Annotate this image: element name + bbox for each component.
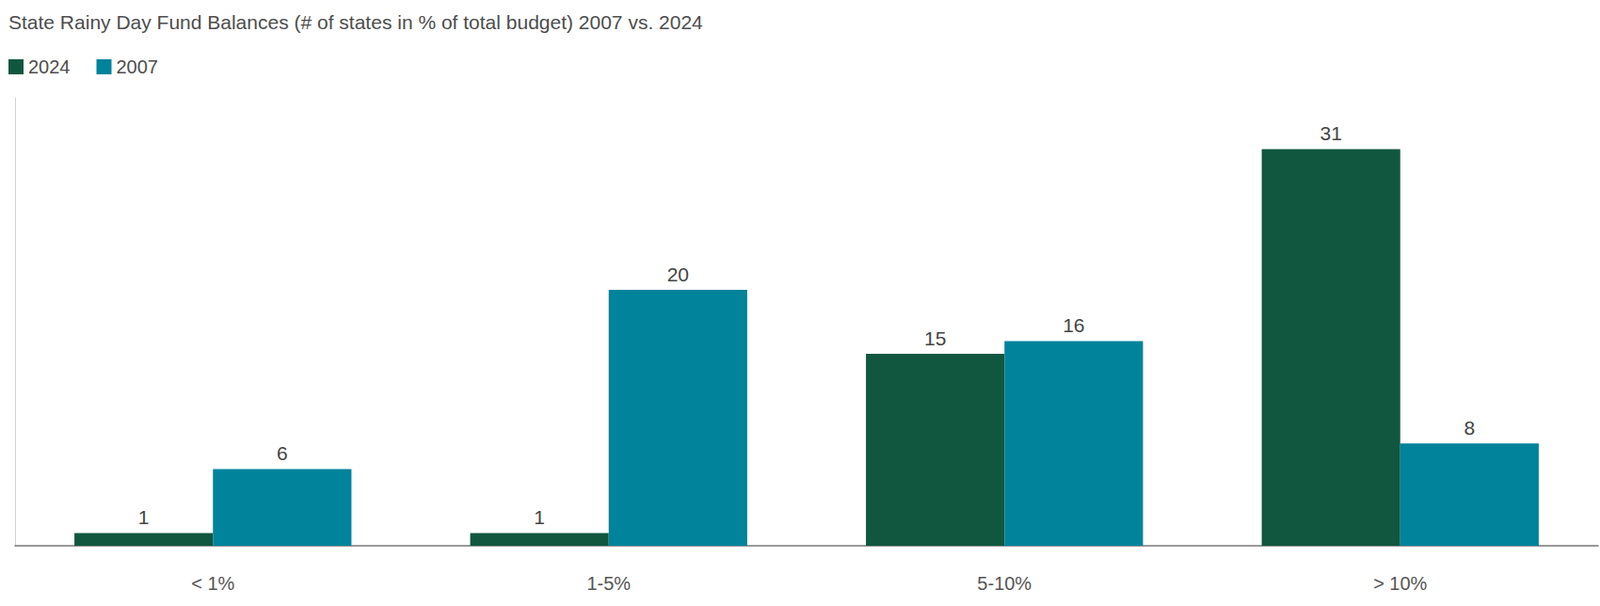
svg-text:6: 6 — [276, 442, 288, 464]
svg-text:5-10%: 5-10% — [976, 573, 1032, 594]
svg-text:1: 1 — [138, 506, 150, 528]
svg-text:16: 16 — [1062, 314, 1085, 336]
svg-text:20: 20 — [667, 263, 689, 286]
svg-text:> 10%: > 10% — [1373, 573, 1427, 594]
svg-text:8: 8 — [1463, 416, 1475, 439]
svg-text:1: 1 — [533, 506, 545, 528]
svg-text:31: 31 — [1319, 122, 1342, 144]
svg-text:< 1%: < 1% — [191, 573, 235, 594]
svg-text:2007: 2007 — [115, 56, 159, 78]
svg-text:State Rainy Day Fund Balances: State Rainy Day Fund Balances (# of stat… — [8, 11, 704, 33]
svg-text:15: 15 — [924, 327, 946, 350]
svg-text:2024: 2024 — [28, 56, 71, 78]
svg-text:1-5%: 1-5% — [586, 573, 631, 594]
